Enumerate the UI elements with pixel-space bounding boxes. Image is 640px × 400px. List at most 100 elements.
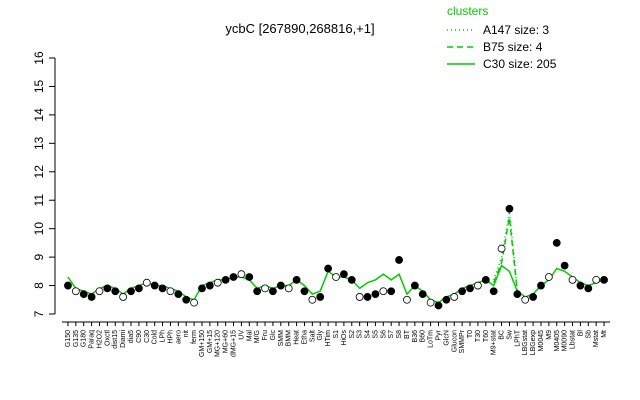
data-point xyxy=(292,275,301,284)
x-tick-label: Pyr xyxy=(435,329,442,340)
x-tick-label: Glc xyxy=(270,330,277,341)
data-point xyxy=(229,273,238,281)
x-tick-label: C90 xyxy=(136,330,143,343)
y-tick-label: 8 xyxy=(32,282,46,289)
x-tick-label: G180 xyxy=(81,330,88,347)
data-point xyxy=(442,295,451,304)
x-tick-label: Mt xyxy=(601,330,608,338)
x-tick-label: HPh xyxy=(167,330,174,344)
data-point xyxy=(64,281,72,290)
data-point xyxy=(182,295,191,304)
data-point xyxy=(134,284,143,293)
y-tick-label: 11 xyxy=(32,194,46,207)
x-tick-label: Sw xyxy=(506,329,513,340)
y-tick-label: 9 xyxy=(32,253,46,260)
x-tick-label: G135 xyxy=(73,330,80,347)
data-point xyxy=(316,293,325,301)
data-point xyxy=(150,281,159,290)
legend-label: A147 size: 3 xyxy=(483,23,549,37)
data-point xyxy=(253,287,262,296)
y-tick-label: 16 xyxy=(32,51,46,65)
x-tick-label: S5 xyxy=(372,330,379,339)
x-tick-label: M9+stat xyxy=(491,330,498,355)
data-point xyxy=(576,281,585,290)
data-point xyxy=(529,293,538,301)
data-point xyxy=(552,238,561,247)
x-tick-label: SMM xyxy=(278,330,285,347)
data-point xyxy=(426,298,435,307)
x-tick-label: G150 xyxy=(65,330,72,347)
x-tick-label: Cold xyxy=(152,330,159,345)
x-tick-label: LoTm xyxy=(428,330,435,348)
data-point xyxy=(544,273,553,281)
data-point xyxy=(308,295,317,304)
legend-label: B75 size: 4 xyxy=(483,40,543,54)
x-tick-label: ferm xyxy=(191,330,198,344)
x-tick-label: MG+120 xyxy=(215,330,222,357)
data-point xyxy=(481,275,490,284)
data-point xyxy=(466,284,474,293)
x-tick-label: GM+15 xyxy=(207,330,214,353)
data-point xyxy=(71,287,80,296)
data-point xyxy=(410,281,419,290)
y-tick-label: 12 xyxy=(32,165,46,179)
data-point xyxy=(300,287,309,296)
data-point xyxy=(339,270,348,279)
data-point xyxy=(166,287,175,296)
data-point xyxy=(237,270,246,279)
data-point xyxy=(474,281,482,290)
x-tick-label: LBGexp xyxy=(530,330,537,355)
data-point xyxy=(245,273,254,281)
x-tick-label: B60 xyxy=(420,330,427,343)
data-point xyxy=(387,287,396,296)
x-tick-label: Salt xyxy=(309,330,316,342)
data-point xyxy=(355,293,364,301)
x-tick-label: dia5 xyxy=(128,330,135,343)
x-tick-label: M0405 xyxy=(554,330,561,352)
data-point xyxy=(418,290,427,298)
x-tick-label: MG+60 xyxy=(223,330,230,353)
x-tick-label: LPh xyxy=(160,330,167,343)
data-point xyxy=(592,275,601,284)
x-tick-label: Gly xyxy=(317,330,324,341)
data-point xyxy=(213,278,222,287)
data-point xyxy=(505,204,514,213)
x-tick-label: M0045 xyxy=(538,330,545,352)
x-tick-label: Lbstat xyxy=(570,330,577,349)
x-tick-label: S8 xyxy=(396,330,403,339)
data-point xyxy=(127,287,135,296)
x-tick-label: Diami xyxy=(120,330,127,348)
x-tick-label: Paraq xyxy=(89,330,96,349)
data-point xyxy=(269,287,277,296)
x-tick-label: S2 xyxy=(349,330,356,339)
data-point xyxy=(489,287,498,296)
data-point xyxy=(119,293,128,301)
data-point xyxy=(276,281,285,290)
x-tick-label: T0 xyxy=(467,330,474,338)
data-point xyxy=(190,298,198,307)
data-point xyxy=(434,301,443,310)
data-point xyxy=(158,284,167,293)
cluster-line xyxy=(493,217,519,292)
x-tick-label: dist15 xyxy=(112,330,119,349)
data-point xyxy=(103,284,112,293)
data-point xyxy=(324,264,333,273)
x-tick-label: M0090 xyxy=(562,330,569,352)
x-tick-label: B36 xyxy=(412,330,419,343)
data-point xyxy=(363,293,372,301)
x-tick-label: Mal xyxy=(246,330,253,342)
x-tick-label: S6 xyxy=(380,330,387,339)
data-point xyxy=(497,244,506,253)
data-point xyxy=(458,287,467,296)
x-tick-label: HTim xyxy=(325,330,332,347)
data-point xyxy=(521,295,530,304)
data-point xyxy=(261,284,269,293)
data-point xyxy=(95,287,104,296)
data-point xyxy=(221,275,230,284)
data-point xyxy=(568,275,577,284)
x-tick-label: M/G xyxy=(254,330,261,343)
data-point xyxy=(142,278,151,287)
y-tick-label: 10 xyxy=(32,222,46,236)
x-tick-label: dMG+15 xyxy=(231,330,238,357)
